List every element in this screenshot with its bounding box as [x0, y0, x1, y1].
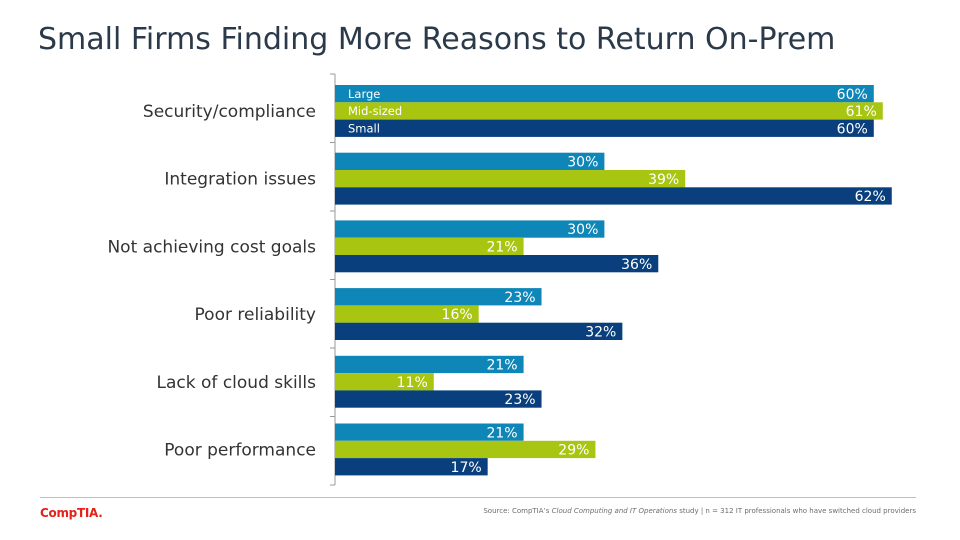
- bar-mid-sized: [335, 305, 479, 323]
- data-label: 30%: [567, 155, 598, 171]
- bar-small: [335, 187, 892, 205]
- bar-large: [335, 355, 524, 374]
- bar-mid-sized: [335, 440, 596, 459]
- legend-label: Mid-sized: [348, 104, 402, 118]
- data-label: 60%: [837, 87, 868, 103]
- source-prefix: Source: CompTIA’s: [483, 507, 552, 515]
- data-label: 32%: [585, 325, 616, 341]
- source-note: Source: CompTIA’s Cloud Computing and IT…: [483, 507, 916, 515]
- category-label: Security/compliance: [143, 102, 316, 122]
- category-label: Poor reliability: [195, 305, 316, 325]
- bar-mid-sized: [335, 170, 686, 188]
- chart-title: Small Firms Finding More Reasons to Retu…: [38, 22, 836, 57]
- data-label: 21%: [486, 425, 517, 441]
- data-label: 17%: [451, 460, 482, 476]
- legend-label: Small: [348, 121, 380, 135]
- data-label: 39%: [648, 172, 679, 188]
- data-label: 23%: [504, 392, 535, 408]
- bar-small: [335, 119, 874, 137]
- bar-large: [335, 85, 874, 103]
- bar-large: [335, 288, 542, 306]
- bar-small: [335, 322, 623, 340]
- data-label: 29%: [558, 443, 589, 459]
- bar-mid-sized: [335, 237, 524, 255]
- data-label: 23%: [504, 290, 535, 306]
- bar-mid-sized: [335, 373, 434, 391]
- source-suffix: study | n = 312 IT professionals who hav…: [676, 507, 916, 515]
- bar-large: [335, 423, 524, 441]
- data-label: 62%: [855, 189, 886, 205]
- data-label: 21%: [486, 358, 517, 374]
- bar-chart: Security/compliance 60% Large 61% Mid-sized 6…: [107, 73, 892, 486]
- category-label: Not achieving cost goals: [107, 237, 316, 257]
- bar-mid-sized: [335, 102, 883, 120]
- data-label: 30%: [567, 222, 598, 238]
- bar-small: [335, 390, 542, 408]
- bar-large: [335, 152, 605, 170]
- comptia-logo: CompTIA.: [40, 506, 103, 520]
- category-label: Integration issues: [164, 170, 316, 190]
- data-label: 21%: [486, 240, 517, 256]
- footer-divider: [40, 497, 916, 498]
- bar-small: [335, 255, 659, 273]
- data-label: 36%: [621, 257, 652, 273]
- data-label: 61%: [846, 104, 877, 120]
- bar-small: [335, 458, 488, 476]
- source-study: Cloud Computing and IT Operations: [551, 507, 677, 515]
- data-label: 60%: [837, 121, 868, 137]
- data-label: 16%: [442, 307, 473, 323]
- category-label: Poor performance: [164, 440, 316, 460]
- category-label: Lack of cloud skills: [157, 373, 317, 393]
- data-label: 11%: [397, 375, 428, 391]
- legend-label: Large: [348, 87, 380, 101]
- bar-large: [335, 220, 605, 238]
